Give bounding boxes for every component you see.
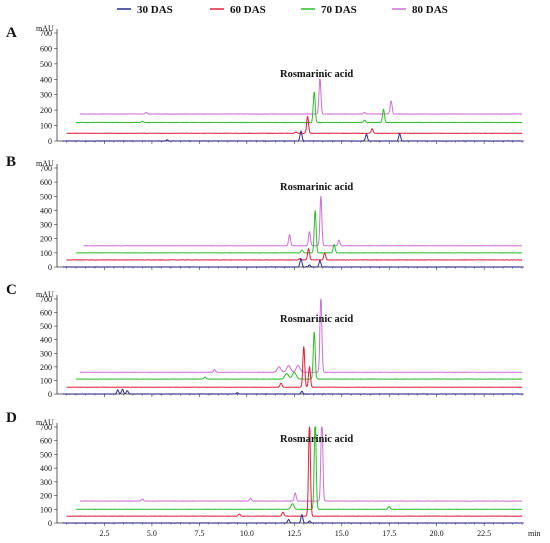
y-tick-label: 600 xyxy=(40,437,52,446)
y-axis-unit-label: mAU xyxy=(36,24,54,33)
trace-80-das xyxy=(79,426,523,502)
y-tick-label: 500 xyxy=(40,60,52,69)
y-axis-unit-label: mAU xyxy=(36,159,54,168)
x-tick-label: 10.0 xyxy=(240,529,254,538)
y-tick-label: 300 xyxy=(40,478,52,487)
x-tick-label: 22.5 xyxy=(477,529,491,538)
x-tick-label: 7.5 xyxy=(194,529,204,538)
y-tick-label: 700 xyxy=(40,423,52,432)
y-tick-label: 600 xyxy=(40,178,52,187)
trace-60-das xyxy=(66,115,523,134)
legend-label-60-das: 60 DAS xyxy=(230,4,266,16)
trace-60-das xyxy=(66,346,523,388)
peak-annotation: Rosmarinic acid xyxy=(280,182,353,193)
peak-annotation: Rosmarinic acid xyxy=(280,314,353,325)
y-axis-unit-label: mAU xyxy=(36,290,54,299)
y-tick-label: 400 xyxy=(40,464,52,473)
legend-item-80-das: 80 DAS xyxy=(392,4,448,16)
trace-30-das xyxy=(62,514,523,524)
trace-30-das xyxy=(62,258,523,268)
panel-letter: A xyxy=(6,25,17,41)
y-tick-label: 0 xyxy=(48,263,52,272)
y-tick-label: 100 xyxy=(40,122,52,131)
trace-70-das xyxy=(75,91,523,124)
legend-item-30-das: 30 DAS xyxy=(117,4,173,16)
trace-70-das xyxy=(75,332,523,380)
trace-30-das xyxy=(62,388,523,395)
x-tick-label: 12.5 xyxy=(287,529,301,538)
y-tick-label: 700 xyxy=(40,295,52,304)
trace-80-das xyxy=(83,195,523,247)
y-tick-label: 700 xyxy=(40,164,52,173)
y-tick-label: 300 xyxy=(40,221,52,230)
legend-item-70-das: 70 DAS xyxy=(301,4,357,16)
x-tick-label: 5.0 xyxy=(147,529,157,538)
legend-item-60-das: 60 DAS xyxy=(210,4,266,16)
y-tick-label: 300 xyxy=(40,91,52,100)
y-tick-label: 100 xyxy=(40,505,52,514)
y-tick-label: 200 xyxy=(40,363,52,372)
y-tick-label: 600 xyxy=(40,44,52,53)
y-tick-label: 0 xyxy=(48,519,52,528)
y-tick-label: 300 xyxy=(40,349,52,358)
panel-letter: C xyxy=(6,282,17,298)
panel-letter: D xyxy=(6,410,17,426)
legend: 30 DAS 60 DAS 70 DAS 80 DAS xyxy=(117,4,448,16)
x-tick-label: 17.5 xyxy=(382,529,396,538)
y-tick-label: 0 xyxy=(48,137,52,146)
y-tick-label: 400 xyxy=(40,206,52,215)
y-tick-label: 500 xyxy=(40,450,52,459)
y-tick-label: 100 xyxy=(40,249,52,258)
legend-label-70-das: 70 DAS xyxy=(321,4,357,16)
y-tick-label: 500 xyxy=(40,322,52,331)
y-tick-label: 100 xyxy=(40,376,52,385)
trace-80-das xyxy=(79,78,523,115)
x-tick-label: 2.5 xyxy=(99,529,109,538)
y-axis-unit-label: mAU xyxy=(36,418,54,427)
peak-annotation: Rosmarinic acid xyxy=(280,434,353,445)
panel-letter: B xyxy=(6,154,16,170)
legend-label-80-das: 80 DAS xyxy=(412,4,448,16)
y-tick-label: 700 xyxy=(40,29,52,38)
x-tick-label: 20.0 xyxy=(430,529,444,538)
y-tick-label: 400 xyxy=(40,336,52,345)
trace-70-das xyxy=(75,210,523,254)
trace-80-das xyxy=(79,298,523,373)
y-tick-label: 0 xyxy=(48,390,52,399)
y-tick-label: 200 xyxy=(40,492,52,501)
legend-label-30-das: 30 DAS xyxy=(137,4,173,16)
x-axis-unit-label: min xyxy=(528,529,540,538)
y-tick-label: 500 xyxy=(40,192,52,201)
y-tick-label: 400 xyxy=(40,75,52,84)
x-tick-label: 15.0 xyxy=(335,529,349,538)
y-tick-label: 200 xyxy=(40,235,52,244)
trace-70-das xyxy=(75,426,523,510)
y-tick-label: 600 xyxy=(40,309,52,318)
trace-30-das xyxy=(62,130,523,142)
trace-60-das xyxy=(66,426,523,517)
trace-60-das xyxy=(66,248,523,261)
y-tick-label: 200 xyxy=(40,106,52,115)
peak-annotation: Rosmarinic acid xyxy=(280,69,353,80)
